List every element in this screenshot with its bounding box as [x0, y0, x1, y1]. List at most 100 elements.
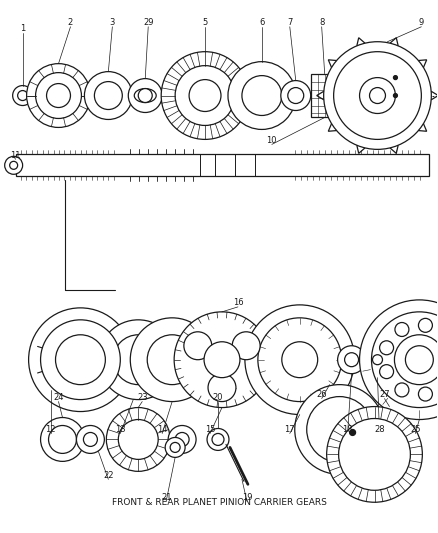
- Circle shape: [324, 42, 431, 149]
- Circle shape: [406, 346, 433, 374]
- Circle shape: [165, 438, 185, 457]
- Text: 13: 13: [115, 425, 126, 434]
- Circle shape: [27, 63, 90, 127]
- Text: 22: 22: [103, 471, 113, 480]
- Circle shape: [360, 342, 396, 378]
- Circle shape: [307, 397, 372, 462]
- Circle shape: [295, 385, 385, 474]
- Text: 8: 8: [319, 18, 325, 27]
- Text: 17: 17: [284, 425, 295, 434]
- Circle shape: [418, 318, 432, 332]
- Circle shape: [339, 418, 410, 490]
- Circle shape: [204, 342, 240, 378]
- Text: 3: 3: [110, 18, 115, 27]
- Text: 9: 9: [419, 18, 424, 27]
- Circle shape: [128, 78, 162, 112]
- Circle shape: [207, 429, 229, 450]
- Circle shape: [99, 320, 178, 400]
- Text: 16: 16: [233, 298, 243, 308]
- Circle shape: [350, 430, 356, 435]
- Circle shape: [175, 432, 189, 447]
- Circle shape: [360, 78, 396, 114]
- Text: 6: 6: [259, 18, 265, 27]
- Circle shape: [327, 407, 422, 502]
- Circle shape: [288, 87, 304, 103]
- Circle shape: [130, 318, 214, 401]
- Circle shape: [360, 300, 438, 419]
- Circle shape: [161, 52, 249, 140]
- Circle shape: [95, 82, 122, 109]
- Circle shape: [338, 346, 366, 374]
- Circle shape: [258, 318, 342, 401]
- Circle shape: [5, 156, 23, 174]
- Circle shape: [77, 425, 104, 454]
- Circle shape: [212, 433, 224, 446]
- Text: 1: 1: [20, 25, 25, 33]
- Circle shape: [242, 76, 282, 116]
- Text: 18: 18: [342, 425, 353, 434]
- Circle shape: [85, 71, 132, 119]
- Circle shape: [113, 335, 163, 385]
- Circle shape: [49, 425, 77, 454]
- Text: 7: 7: [287, 18, 293, 27]
- Circle shape: [189, 79, 221, 111]
- Circle shape: [245, 305, 355, 415]
- Circle shape: [41, 417, 85, 462]
- Circle shape: [106, 408, 170, 471]
- Circle shape: [367, 350, 388, 370]
- Text: 5: 5: [202, 18, 208, 27]
- Circle shape: [10, 161, 18, 169]
- Text: 21: 21: [161, 493, 171, 502]
- Circle shape: [345, 353, 359, 367]
- Text: 10: 10: [267, 136, 277, 145]
- Circle shape: [175, 66, 235, 125]
- Circle shape: [393, 94, 397, 98]
- Text: 11: 11: [11, 151, 21, 160]
- Circle shape: [232, 332, 260, 360]
- Circle shape: [372, 355, 382, 365]
- Circle shape: [395, 383, 409, 397]
- Text: 12: 12: [45, 425, 56, 434]
- Circle shape: [46, 84, 71, 108]
- Circle shape: [168, 425, 196, 454]
- Circle shape: [118, 419, 158, 459]
- Text: 28: 28: [374, 425, 385, 434]
- Circle shape: [184, 332, 212, 360]
- Circle shape: [370, 87, 385, 103]
- Circle shape: [147, 335, 197, 385]
- Circle shape: [334, 52, 421, 140]
- Circle shape: [281, 80, 311, 110]
- Circle shape: [41, 320, 120, 400]
- Text: 14: 14: [157, 425, 167, 434]
- Ellipse shape: [134, 88, 156, 102]
- Circle shape: [13, 86, 32, 106]
- Circle shape: [282, 342, 318, 378]
- Circle shape: [418, 387, 432, 401]
- Circle shape: [28, 308, 132, 411]
- Text: 27: 27: [379, 390, 390, 399]
- Text: 23: 23: [137, 393, 148, 402]
- Circle shape: [380, 341, 394, 355]
- Text: 24: 24: [53, 393, 64, 402]
- Circle shape: [35, 72, 81, 118]
- Circle shape: [393, 76, 397, 79]
- Text: 29: 29: [143, 18, 153, 27]
- Circle shape: [56, 335, 106, 385]
- Text: 15: 15: [205, 425, 215, 434]
- Text: 2: 2: [68, 18, 73, 27]
- Circle shape: [380, 365, 394, 378]
- Bar: [16, 155, 429, 176]
- Circle shape: [174, 312, 270, 408]
- Circle shape: [371, 312, 438, 408]
- Text: 20: 20: [213, 393, 223, 402]
- Circle shape: [18, 91, 28, 101]
- Circle shape: [395, 335, 438, 385]
- Circle shape: [208, 374, 236, 401]
- Circle shape: [83, 432, 97, 447]
- Text: 25: 25: [410, 425, 420, 434]
- Text: 19: 19: [242, 493, 252, 502]
- Bar: [311, 74, 339, 117]
- Circle shape: [138, 88, 152, 102]
- Circle shape: [228, 62, 296, 130]
- Text: FRONT & REAR PLANET PINION CARRIER GEARS: FRONT & REAR PLANET PINION CARRIER GEARS: [112, 498, 326, 507]
